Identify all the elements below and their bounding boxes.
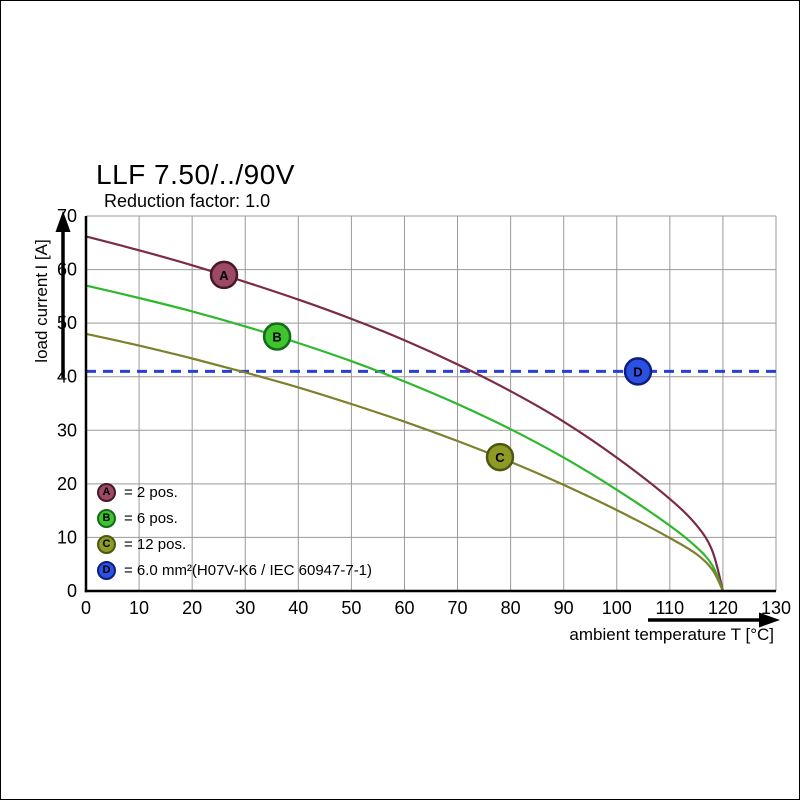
marker-a bbox=[209, 260, 239, 290]
y-tick-label: 50 bbox=[57, 313, 77, 333]
x-axis-arrowhead-icon bbox=[759, 612, 780, 628]
curve-c bbox=[85, 332, 724, 592]
marker-d bbox=[623, 357, 653, 386]
y-tick-label: 60 bbox=[57, 260, 77, 280]
marker-c-letter: C bbox=[495, 450, 505, 465]
chart-legend: A = 2 pos. B = 6 pos. C = 12 pos. D = 6.… bbox=[97, 479, 372, 583]
x-tick-label: 20 bbox=[182, 598, 202, 618]
legend-marker-c-icon: C bbox=[97, 534, 116, 554]
y-tick-label: 10 bbox=[57, 527, 77, 547]
x-tick-label: 10 bbox=[129, 598, 149, 618]
y-tick-label: 30 bbox=[57, 420, 77, 440]
y-axis-arrowhead-icon bbox=[55, 211, 71, 232]
y-tick-label: 0 bbox=[67, 581, 77, 601]
curve-b bbox=[85, 284, 724, 592]
legend-item-wire-ref: D = 6.0 mm²(H07V-K6 / IEC 60947-7-1) bbox=[97, 557, 372, 583]
legend-item-6pos-label: = 6 pos. bbox=[124, 509, 178, 527]
curve-a bbox=[85, 235, 724, 592]
legend-marker-b-icon: B bbox=[97, 508, 116, 528]
x-tick-label: 110 bbox=[655, 598, 684, 618]
legend-item-2pos: A = 2 pos. bbox=[97, 479, 372, 505]
x-tick-label: 70 bbox=[448, 598, 468, 618]
y-axis-label: load current I [A] bbox=[32, 239, 51, 363]
x-tick-label: 120 bbox=[708, 598, 738, 618]
x-tick-label: 50 bbox=[341, 598, 361, 618]
x-tick-label: 90 bbox=[554, 598, 574, 618]
x-tick-label: 60 bbox=[394, 598, 414, 618]
legend-item-6pos: B = 6 pos. bbox=[97, 505, 372, 531]
x-tick-label: 30 bbox=[235, 598, 255, 618]
x-tick-label: 40 bbox=[288, 598, 308, 618]
legend-marker-a-icon: A bbox=[97, 482, 116, 502]
x-tick-label: 80 bbox=[501, 598, 521, 618]
x-tick-label: 0 bbox=[81, 598, 91, 618]
chart-title: LLF 7.50/../90V bbox=[96, 159, 295, 190]
marker-c bbox=[485, 442, 515, 472]
marker-a-letter: A bbox=[219, 268, 229, 283]
marker-b-letter: B bbox=[272, 330, 281, 345]
chart-subtitle: Reduction factor: 1.0 bbox=[104, 191, 271, 211]
legend-item-2pos-label: = 2 pos. bbox=[124, 483, 178, 501]
legend-item-12pos: C = 12 pos. bbox=[97, 531, 372, 557]
marker-b bbox=[262, 322, 292, 351]
x-tick-label: 130 bbox=[761, 598, 791, 618]
y-tick-label: 40 bbox=[57, 367, 77, 387]
y-tick-label: 20 bbox=[57, 474, 77, 494]
legend-marker-d-icon: D bbox=[97, 560, 116, 580]
legend-item-12pos-label: = 12 pos. bbox=[124, 535, 187, 553]
marker-d-letter: D bbox=[633, 364, 642, 379]
x-axis-label: ambient temperature T [°C] bbox=[569, 625, 774, 644]
x-tick-label: 100 bbox=[602, 598, 632, 618]
legend-item-wire-ref-label: = 6.0 mm²(H07V-K6 / IEC 60947-7-1) bbox=[124, 561, 373, 579]
